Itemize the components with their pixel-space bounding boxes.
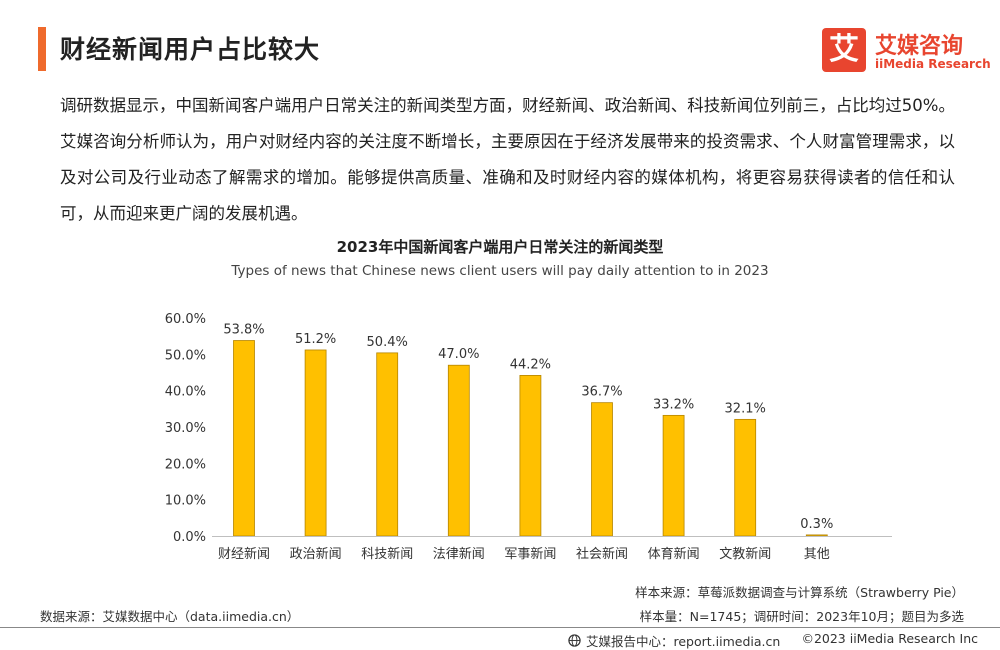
chart-title: 2023年中国新闻客户端用户日常关注的新闻类型	[336, 238, 664, 256]
bar-value-label: 44.2%	[510, 357, 551, 372]
x-category-label: 军事新闻	[504, 546, 556, 562]
x-category-label: 法律新闻	[433, 546, 485, 562]
x-category-label: 财经新闻	[218, 546, 270, 562]
sample-size-note: 样本量：N=1745；调研时间：2023年10月；题目为多选	[639, 609, 964, 624]
y-tick-label: 60.0%	[165, 312, 206, 327]
x-category-label: 政治新闻	[290, 546, 342, 562]
bar	[376, 352, 399, 537]
bar	[304, 349, 327, 537]
footer-divider	[0, 627, 1000, 628]
y-tick-label: 10.0%	[165, 494, 206, 509]
bar-value-label: 47.0%	[438, 347, 479, 362]
y-tick-label: 30.0%	[165, 421, 206, 436]
bar-value-label: 53.8%	[223, 323, 264, 338]
y-tick-label: 20.0%	[165, 457, 206, 472]
chart-subtitle: Types of news that Chinese news client u…	[231, 263, 769, 279]
bar	[519, 375, 542, 537]
footer-copyright: ©2023 iiMedia Research Inc	[801, 631, 978, 646]
bar	[447, 364, 470, 537]
y-tick-label: 0.0%	[173, 530, 206, 545]
logo-mark: 艾	[822, 28, 866, 72]
bar-chart: 0.0% 10.0% 20.0% 30.0% 40.0% 50.0% 60.0% 53.8% 财…	[165, 312, 892, 562]
bar-value-label: 32.1%	[725, 401, 766, 416]
bar-value-label: 36.7%	[581, 385, 622, 400]
data-source-note: 数据来源：艾媒数据中心（data.iimedia.cn）	[40, 609, 300, 624]
title-accent-bar	[38, 27, 46, 71]
bar	[591, 402, 613, 537]
footer-report-center: 艾媒报告中心：report.iimedia.cn	[568, 631, 780, 650]
logo-name-cn: 艾媒咨询	[875, 34, 964, 59]
x-category-label: 其他	[804, 547, 830, 562]
summary-paragraph: 调研数据显示，中国新闻客户端用户日常关注的新闻类型方面，财经新闻、政治新闻、科技…	[60, 96, 955, 223]
x-category-label: 社会新闻	[576, 546, 628, 562]
bar-value-label: 33.2%	[653, 397, 694, 412]
logo-name-en: iiMedia Research	[875, 57, 991, 71]
bar-value-label: 50.4%	[367, 335, 408, 350]
y-tick-label: 40.0%	[165, 385, 206, 400]
bar	[805, 534, 828, 537]
y-tick-label: 50.0%	[165, 348, 206, 363]
footer-report-text: 艾媒报告中心：report.iimedia.cn	[586, 634, 781, 649]
bar	[233, 340, 255, 537]
globe-icon	[568, 634, 581, 647]
iimedia-logo: 艾 艾媒咨询 iiMedia Research	[822, 26, 991, 76]
bar	[734, 418, 757, 537]
bar-value-label: 51.2%	[295, 332, 336, 347]
bar	[662, 414, 685, 537]
x-category-label: 科技新闻	[361, 546, 413, 562]
sample-source-note: 样本来源：草莓派数据调查与计算系统（Strawberry Pie）	[635, 585, 964, 600]
x-category-label: 体育新闻	[648, 546, 700, 562]
bar-value-label: 0.3%	[800, 517, 833, 532]
page-title: 财经新闻用户占比较大	[60, 35, 321, 64]
x-category-label: 文教新闻	[719, 546, 771, 562]
